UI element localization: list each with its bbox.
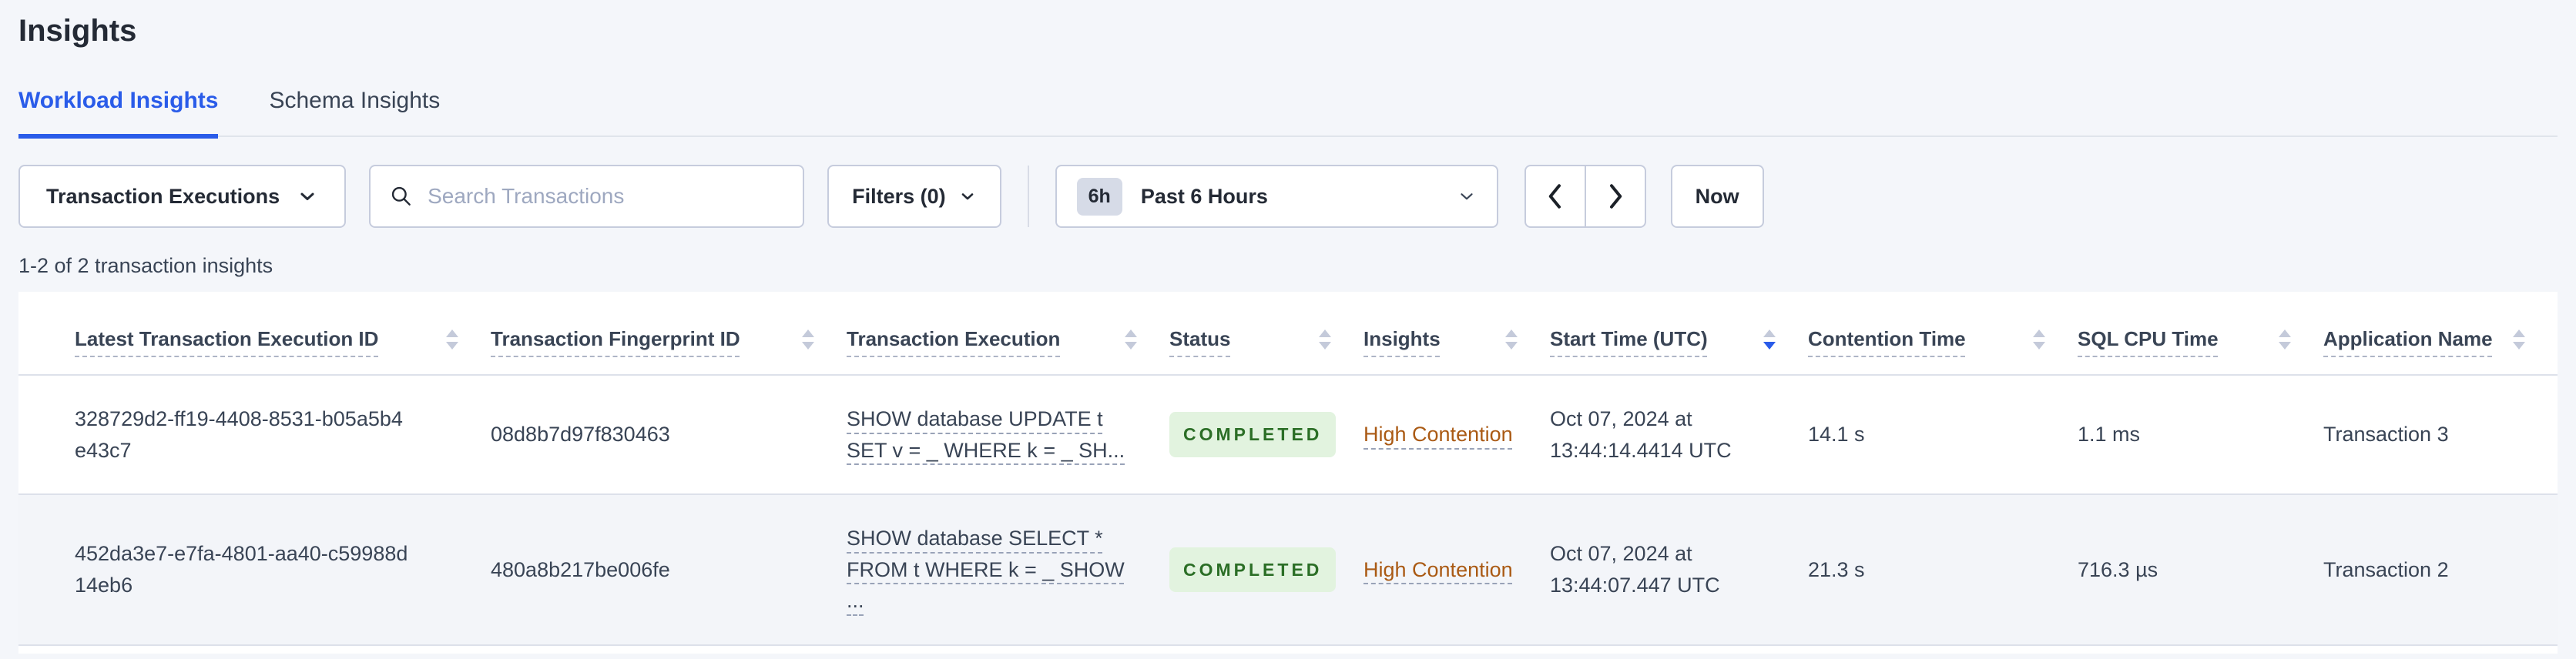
- execution-type-dropdown[interactable]: Transaction Executions: [18, 165, 347, 228]
- previous-time-range-button[interactable]: [1524, 165, 1585, 228]
- chevron-down-icon: [1461, 193, 1473, 200]
- start-time: Oct 07, 2024 at 13:44:07.447 UTC: [1550, 542, 1720, 597]
- tab-schema-insights[interactable]: Schema Insights: [269, 88, 441, 113]
- search-box: [369, 165, 805, 228]
- chevron-left-icon: [1548, 184, 1561, 209]
- transaction-insights-table: Latest Transaction Execution ID Transact…: [18, 292, 2558, 646]
- sort-desc-icon: [1763, 329, 1776, 350]
- column-header-transaction-fingerprint-id[interactable]: Transaction Fingerprint ID: [491, 292, 847, 376]
- latest-transaction-execution-id: 452da3e7-e7fa-4801-aa40-c59988d14eb6: [75, 542, 408, 597]
- tab-workload-insights[interactable]: Workload Insights: [18, 88, 219, 139]
- transaction-execution-link[interactable]: SHOW database SELECT * FROM t WHERE k = …: [847, 527, 1125, 612]
- chevron-down-icon: [300, 192, 314, 201]
- sort-icon: [446, 329, 458, 350]
- table-row: 328729d2-ff19-4408-8531-b05a5b4e43c7 08d…: [18, 375, 2558, 495]
- status-badge: COMPLETED: [1169, 412, 1337, 457]
- insight-high-contention-link[interactable]: High Contention: [1363, 423, 1513, 447]
- latest-transaction-execution-id: 328729d2-ff19-4408-8531-b05a5b4e43c7: [75, 407, 403, 462]
- sql-cpu-time: 716.3 µs: [2078, 557, 2158, 581]
- column-header-transaction-execution[interactable]: Transaction Execution: [847, 292, 1169, 376]
- time-range-nav: [1524, 165, 1646, 228]
- insights-table-card: Latest Transaction Execution ID Transact…: [18, 292, 2558, 654]
- tab-bar: Workload Insights Schema Insights: [18, 88, 2558, 139]
- start-time: Oct 07, 2024 at 13:44:14.4414 UTC: [1550, 407, 1732, 462]
- column-header-status[interactable]: Status: [1169, 292, 1363, 376]
- sort-icon: [1125, 329, 1137, 350]
- column-header-latest-transaction-execution-id[interactable]: Latest Transaction Execution ID: [18, 292, 491, 376]
- now-button[interactable]: Now: [1670, 165, 1764, 228]
- application-name: Transaction 2: [2323, 557, 2449, 581]
- transaction-execution-link[interactable]: SHOW database UPDATE t SET v = _ WHERE k…: [847, 407, 1125, 462]
- filters-button[interactable]: Filters (0): [827, 165, 1001, 228]
- time-range-picker[interactable]: 6h Past 6 Hours: [1055, 165, 1498, 228]
- transaction-fingerprint-id: 08d8b7d97f830463: [491, 423, 670, 447]
- status-badge: COMPLETED: [1169, 547, 1337, 592]
- column-header-contention-time[interactable]: Contention Time: [1808, 292, 2078, 376]
- execution-type-label: Transaction Executions: [46, 184, 280, 208]
- sql-cpu-time: 1.1 ms: [2078, 423, 2141, 447]
- column-header-insights[interactable]: Insights: [1363, 292, 1550, 376]
- sort-icon: [1319, 329, 1331, 350]
- sort-icon: [2513, 329, 2525, 350]
- time-range-badge: 6h: [1076, 177, 1122, 216]
- time-range-label: Past 6 Hours: [1140, 184, 1268, 208]
- chevron-down-icon: [961, 193, 973, 200]
- search-input[interactable]: [428, 169, 785, 223]
- application-name: Transaction 3: [2323, 423, 2449, 447]
- sort-icon: [2279, 329, 2291, 350]
- transaction-fingerprint-id: 480a8b217be006fe: [491, 557, 670, 581]
- table-row: 452da3e7-e7fa-4801-aa40-c59988d14eb6 480…: [18, 494, 2558, 646]
- toolbar-divider: [1027, 166, 1029, 227]
- page-title: Insights: [18, 14, 137, 48]
- toolbar: Transaction Executions Filters (0) 6h Pa…: [18, 165, 2558, 228]
- sort-icon: [802, 329, 814, 350]
- contention-time: 21.3 s: [1808, 557, 1865, 581]
- sort-icon: [1505, 329, 1518, 350]
- table-header-row: Latest Transaction Execution ID Transact…: [18, 292, 2558, 376]
- sort-icon: [2033, 329, 2045, 350]
- contention-time: 14.1 s: [1808, 423, 1865, 447]
- column-header-application-name[interactable]: Application Name: [2323, 292, 2558, 376]
- search-icon: [391, 186, 411, 206]
- filters-label: Filters (0): [852, 184, 946, 208]
- insight-high-contention-link[interactable]: High Contention: [1363, 557, 1513, 581]
- column-header-start-time[interactable]: Start Time (UTC): [1550, 292, 1808, 376]
- next-time-range-button[interactable]: [1585, 165, 1646, 228]
- results-summary: 1-2 of 2 transaction insights: [18, 254, 273, 277]
- chevron-right-icon: [1609, 184, 1622, 209]
- now-label: Now: [1695, 184, 1739, 208]
- column-header-sql-cpu-time[interactable]: SQL CPU Time: [2078, 292, 2323, 376]
